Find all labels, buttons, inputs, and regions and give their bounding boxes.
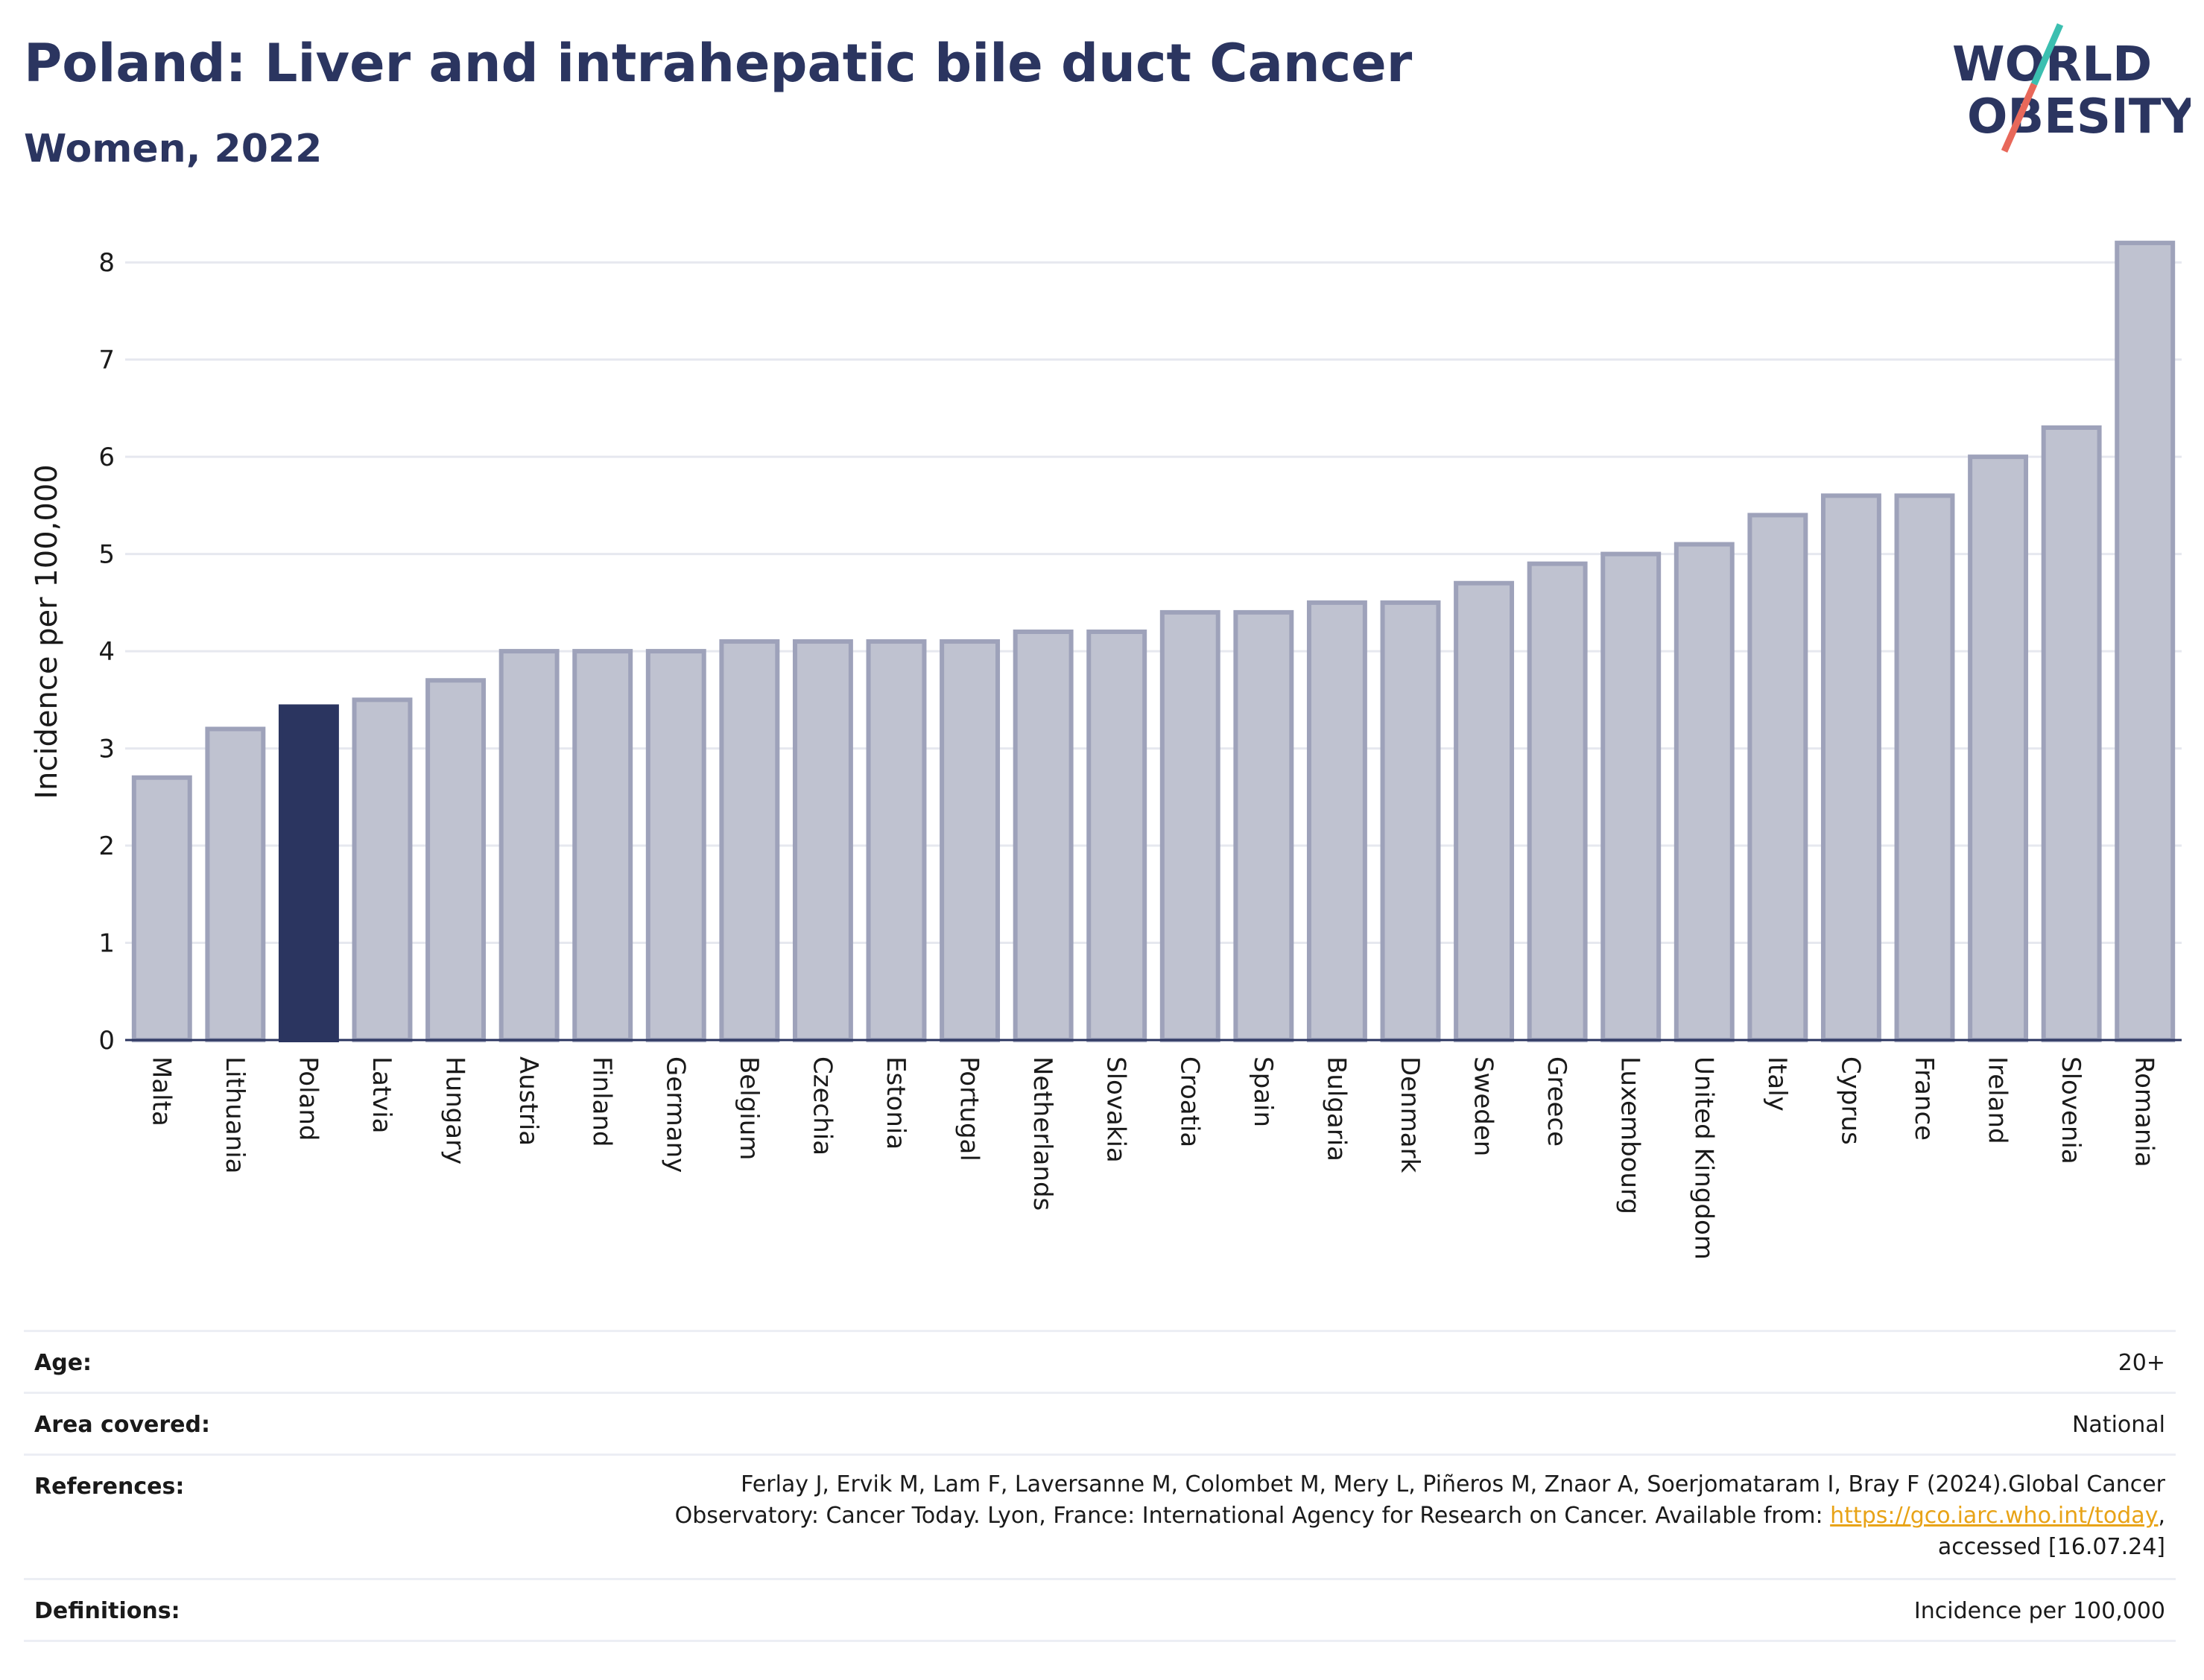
- bar-italy: [1747, 513, 1808, 1042]
- references-line2-text: Observatory: Cancer Today. Lyon, France:…: [674, 1503, 1831, 1529]
- bar-ireland: [1968, 454, 2029, 1042]
- y-tick-label: 8: [98, 248, 115, 278]
- y-tick-label: 2: [98, 831, 115, 861]
- bar-sweden: [1454, 580, 1515, 1042]
- references-value: Ferlay J, Ervik M, Lam F, Laversanne M, …: [675, 1469, 2165, 1563]
- bar-belgium: [719, 639, 780, 1042]
- x-tick-label: Croatia: [1174, 1056, 1204, 1147]
- definitions-label: Definitions:: [34, 1598, 180, 1624]
- x-tick-label: France: [1909, 1056, 1939, 1141]
- bar-estonia: [866, 639, 927, 1042]
- y-tick-label: 7: [98, 346, 115, 375]
- y-tick-label: 6: [98, 443, 115, 472]
- bar-lithuania: [205, 726, 266, 1042]
- x-tick-label: Romania: [2129, 1056, 2159, 1167]
- bar-romania: [2115, 241, 2176, 1043]
- bar-latvia: [352, 697, 413, 1042]
- bar-netherlands: [1013, 630, 1074, 1042]
- meta-row-references: References: Ferlay J, Ervik M, Lam F, La…: [24, 1456, 2176, 1580]
- x-tick-label: Latvia: [367, 1056, 396, 1134]
- y-tick-label: 0: [98, 1026, 115, 1056]
- bar-greece: [1527, 561, 1588, 1042]
- x-tick-label: Slovenia: [2056, 1056, 2086, 1164]
- bar-denmark: [1380, 600, 1441, 1042]
- bar-cyprus: [1820, 493, 1881, 1042]
- y-tick-label: 3: [98, 735, 115, 764]
- area-label: Area covered:: [34, 1412, 210, 1438]
- x-tick-label: Malta: [146, 1056, 176, 1126]
- meta-row-area: Area covered: National: [24, 1394, 2176, 1456]
- bar-luxembourg: [1600, 551, 1662, 1042]
- meta-row-age: Age: 20+: [24, 1332, 2176, 1394]
- references-line2: Observatory: Cancer Today. Lyon, France:…: [675, 1500, 2165, 1532]
- logo-slash-top: [2030, 23, 2064, 86]
- chart-title: Poland: Liver and intrahepatic bile duct…: [24, 33, 1413, 94]
- bar-croatia: [1159, 609, 1220, 1042]
- y-tick-label: 5: [98, 540, 115, 570]
- bar-germany: [645, 649, 706, 1042]
- y-tick-label: 4: [98, 637, 115, 667]
- metadata-table: Age: 20+ Area covered: National Referenc…: [24, 1330, 2176, 1642]
- x-tick-label: Luxembourg: [1615, 1056, 1645, 1214]
- references-line3: accessed [16.07.24]: [1937, 1534, 2165, 1560]
- chart-subtitle: Women, 2022: [24, 127, 323, 171]
- references-link[interactable]: https://gco.iarc.who.int/today: [1830, 1503, 2159, 1529]
- bar-united-kingdom: [1673, 542, 1735, 1042]
- y-tick-label: 1: [98, 929, 115, 959]
- x-tick-label: Cyprus: [1835, 1056, 1865, 1145]
- age-label: Age:: [34, 1350, 92, 1376]
- x-tick-label: Sweden: [1469, 1056, 1498, 1156]
- y-axis-label: Incidence per 100,000: [30, 464, 64, 799]
- age-value: 20+: [2118, 1350, 2165, 1376]
- x-tick-label: Belgium: [734, 1056, 764, 1160]
- x-tick-label: Portugal: [954, 1056, 984, 1161]
- x-tick-label: Germany: [660, 1056, 690, 1173]
- bar-malta: [131, 775, 192, 1042]
- x-tick-label: Slovakia: [1101, 1056, 1131, 1163]
- bar-czechia: [792, 639, 853, 1042]
- bar-portugal: [940, 639, 1001, 1042]
- logo-line2: OBESITY: [1967, 89, 2191, 145]
- bar-spain: [1233, 609, 1294, 1042]
- bar-hungary: [425, 678, 487, 1042]
- references-line2-end: ,: [2158, 1503, 2165, 1529]
- x-tick-label: Denmark: [1395, 1056, 1425, 1173]
- bar-slovakia: [1086, 630, 1147, 1042]
- bar-slovenia: [2041, 425, 2102, 1042]
- x-tick-label: Estonia: [881, 1056, 911, 1150]
- x-tick-label: Hungary: [440, 1056, 470, 1164]
- x-tick-label: Spain: [1248, 1056, 1278, 1127]
- x-tick-label: Italy: [1762, 1056, 1792, 1112]
- bar-france: [1894, 493, 1955, 1042]
- x-tick-label: Bulgaria: [1321, 1056, 1351, 1161]
- x-tick-label: Ireland: [1983, 1056, 2013, 1144]
- x-tick-label: Czechia: [807, 1056, 837, 1156]
- x-tick-label: Greece: [1542, 1056, 1571, 1147]
- bar-chart: 0 1 2 3 4 5 6 7 8 Incidence per 100,000 Malta Lithu…: [30, 241, 2182, 1260]
- meta-row-definitions: Definitions: Incidence per 100,000: [24, 1580, 2176, 1642]
- bar-poland: [278, 704, 339, 1042]
- bar-bulgaria: [1306, 600, 1367, 1042]
- x-tick-label: United Kingdom: [1688, 1056, 1718, 1260]
- bar-finland: [572, 649, 633, 1042]
- x-tick-label: Austria: [513, 1056, 543, 1146]
- logo-slash-bottom: [2001, 83, 2038, 153]
- area-value: National: [2071, 1412, 2165, 1438]
- references-line1: Ferlay J, Ervik M, Lam F, Laversanne M, …: [741, 1471, 2165, 1497]
- x-tick-label: Lithuania: [220, 1056, 250, 1173]
- world-obesity-logo: WORLD OBESITY: [1952, 23, 2191, 153]
- x-tick-label: Finland: [587, 1056, 617, 1147]
- x-tick-label: Netherlands: [1027, 1056, 1057, 1211]
- definitions-value: Incidence per 100,000: [1913, 1598, 2165, 1624]
- bar-austria: [498, 649, 560, 1042]
- references-label: References:: [34, 1474, 185, 1500]
- x-tick-label: Poland: [293, 1056, 323, 1141]
